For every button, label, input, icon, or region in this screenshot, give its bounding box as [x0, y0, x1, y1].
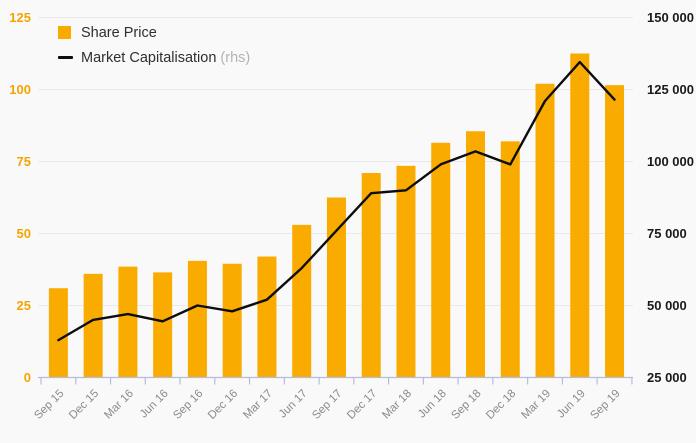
x-axis-label-dec-15: Dec 15: [67, 388, 101, 422]
x-axis-label-jun-17: Jun 17: [277, 388, 310, 421]
legend: Share Price Market Capitalisation (rhs): [58, 20, 250, 70]
bar-mar-18: [396, 165, 416, 378]
bar-sep-17: [326, 197, 346, 378]
bar-jun-17: [292, 224, 312, 378]
x-axis-label-dec-18: Dec 18: [484, 388, 518, 422]
left-axis-tick-100: 100: [9, 82, 31, 97]
bar-dec-15: [83, 273, 103, 378]
x-axis-label-dec-16: Dec 16: [206, 388, 240, 422]
x-axis-label-sep-15: Sep 15: [32, 388, 66, 422]
bar-sep-19: [605, 85, 625, 378]
bar-mar-17: [257, 256, 277, 378]
x-axis-label-mar-16: Mar 16: [102, 388, 136, 422]
x-axis-label-sep-16: Sep 16: [171, 388, 205, 422]
right-axis-tick-125000: 125 000: [647, 82, 694, 97]
bar-dec-18: [500, 141, 520, 378]
bar-sep-16: [187, 260, 207, 378]
right-axis-tick-50000: 50 000: [647, 298, 687, 313]
x-axis-label-jun-19: Jun 19: [555, 388, 588, 421]
market-cap-line-icon: [58, 56, 73, 59]
legend-label-share-price: Share Price: [81, 24, 157, 41]
bar-sep-15: [48, 288, 68, 378]
x-axis-label-sep-17: Sep 17: [310, 388, 344, 422]
left-axis-tick-50: 50: [17, 226, 31, 241]
x-axis-label-mar-17: Mar 17: [241, 388, 275, 422]
bar-dec-16: [222, 263, 242, 378]
bar-mar-19: [535, 83, 555, 378]
x-axis-label-jun-18: Jun 18: [416, 388, 449, 421]
x-axis-label-mar-18: Mar 18: [380, 388, 414, 422]
bar-sep-18: [466, 131, 485, 378]
x-axis-label-mar-19: Mar 19: [519, 388, 553, 422]
right-axis-tick-25000: 25 000: [647, 370, 687, 385]
market-cap-line: [57, 60, 616, 342]
bar-mar-16: [118, 266, 138, 378]
x-axis-label-sep-18: Sep 18: [449, 388, 483, 422]
bar-jun-18: [431, 142, 451, 378]
x-axis-label-jun-16: Jun 16: [138, 388, 171, 421]
right-axis-tick-100000: 100 000: [647, 154, 694, 169]
bar-dec-17: [361, 173, 381, 378]
bar-jun-16: [153, 272, 173, 378]
x-axis-label-dec-17: Dec 17: [345, 388, 379, 422]
share-price-swatch-icon: [58, 26, 71, 39]
left-axis-tick-25: 25: [17, 298, 31, 313]
right-axis-tick-150000: 150 000: [647, 10, 694, 25]
left-axis-tick-0: 0: [24, 370, 31, 385]
legend-item-market-cap: Market Capitalisation (rhs): [58, 45, 250, 70]
bar-jun-19: [570, 53, 590, 378]
x-axis-label-sep-19: Sep 19: [588, 388, 622, 422]
right-axis-tick-75000: 75 000: [647, 226, 687, 241]
legend-item-share-price: Share Price: [58, 20, 250, 45]
left-axis-tick-125: 125: [9, 10, 31, 25]
legend-label-market-cap: Market Capitalisation (rhs): [81, 50, 250, 66]
legend-label-market-cap-text: Market Capitalisation: [81, 49, 217, 66]
left-axis-tick-75: 75: [17, 154, 31, 169]
legend-label-rhs-suffix: (rhs): [216, 49, 251, 66]
